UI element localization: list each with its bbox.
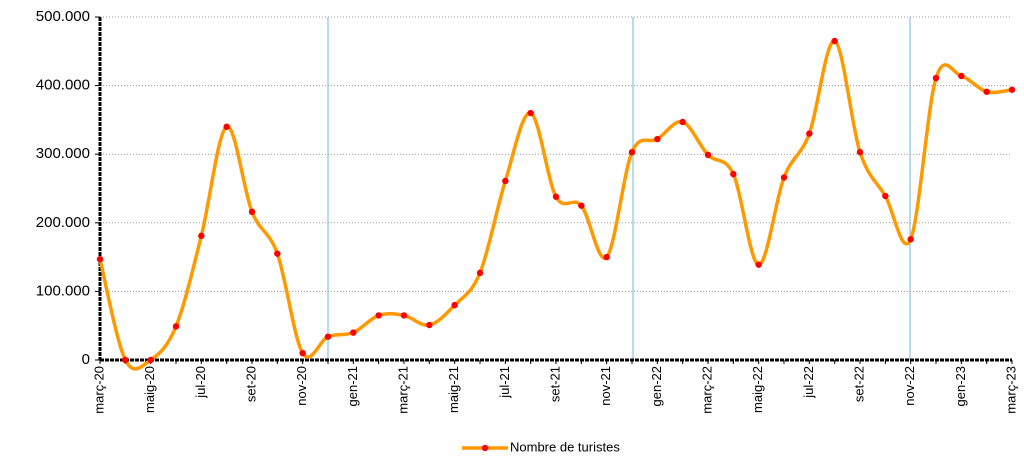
x-tick-label: gen-21 <box>345 366 360 406</box>
x-tick-label: març-23 <box>1003 366 1018 414</box>
legend-label: Nombre de turistes <box>510 439 620 454</box>
data-point <box>603 253 610 261</box>
y-tick-label: 100.000 <box>36 282 90 299</box>
x-tick-label: jul-21 <box>497 366 512 399</box>
x-tick-label: gen-22 <box>649 366 664 406</box>
x-tick-label: març-20 <box>91 366 106 414</box>
data-point <box>350 329 357 336</box>
data-point <box>780 174 788 181</box>
data-point <box>578 202 585 209</box>
x-tick-label: set-20 <box>243 366 258 402</box>
data-point <box>223 123 230 130</box>
data-point <box>932 74 940 82</box>
data-point <box>552 193 560 200</box>
data-point <box>628 148 636 156</box>
data-point <box>375 312 382 319</box>
data-point <box>983 88 990 95</box>
y-tick-label: 500.000 <box>36 8 90 25</box>
y-tick-label: 300.000 <box>36 145 90 162</box>
x-tick-label: jul-20 <box>193 366 208 399</box>
x-tick-label: maig-22 <box>750 366 765 413</box>
data-point <box>426 321 433 329</box>
data-point <box>958 72 965 80</box>
data-point <box>400 312 408 319</box>
legend-marker <box>481 444 489 452</box>
data-point <box>198 232 205 240</box>
data-point <box>527 109 534 117</box>
data-point <box>679 118 686 126</box>
data-point <box>476 269 484 277</box>
data-point <box>502 177 509 185</box>
data-point <box>1008 86 1016 93</box>
data-point <box>248 208 256 216</box>
data-point <box>299 349 306 357</box>
data-point <box>122 356 129 364</box>
x-tick-label: maig-20 <box>142 366 157 413</box>
data-point <box>730 170 737 178</box>
x-tick-label: gen-23 <box>953 366 968 406</box>
data-point <box>856 148 864 156</box>
data-point <box>451 301 458 309</box>
data-point <box>654 135 661 143</box>
x-tick-label: març-22 <box>699 366 714 414</box>
x-tick-label: set-22 <box>851 366 866 402</box>
data-point <box>96 255 104 263</box>
series-line <box>98 39 1013 371</box>
y-tick-label: 200.000 <box>36 214 90 231</box>
data-point <box>806 130 813 137</box>
y-tick-label: 400.000 <box>36 77 90 94</box>
y-tick-label: 0 <box>82 351 90 368</box>
data-point <box>274 250 281 257</box>
data-point <box>755 261 762 268</box>
x-tick-label: maig-21 <box>446 366 461 413</box>
data-point <box>147 356 154 364</box>
data-point <box>172 323 180 330</box>
data-point <box>907 236 914 243</box>
x-tick-label: març-21 <box>395 366 410 414</box>
data-point <box>704 151 712 159</box>
data-point <box>831 37 838 45</box>
x-tick-label: set-21 <box>547 366 562 402</box>
x-tick-label: nov-22 <box>902 366 917 406</box>
x-tick-label: jul-22 <box>801 366 816 399</box>
data-point <box>882 192 889 200</box>
x-tick-label: nov-20 <box>294 366 309 406</box>
data-point <box>324 333 332 340</box>
x-tick-label: nov-21 <box>598 366 613 406</box>
